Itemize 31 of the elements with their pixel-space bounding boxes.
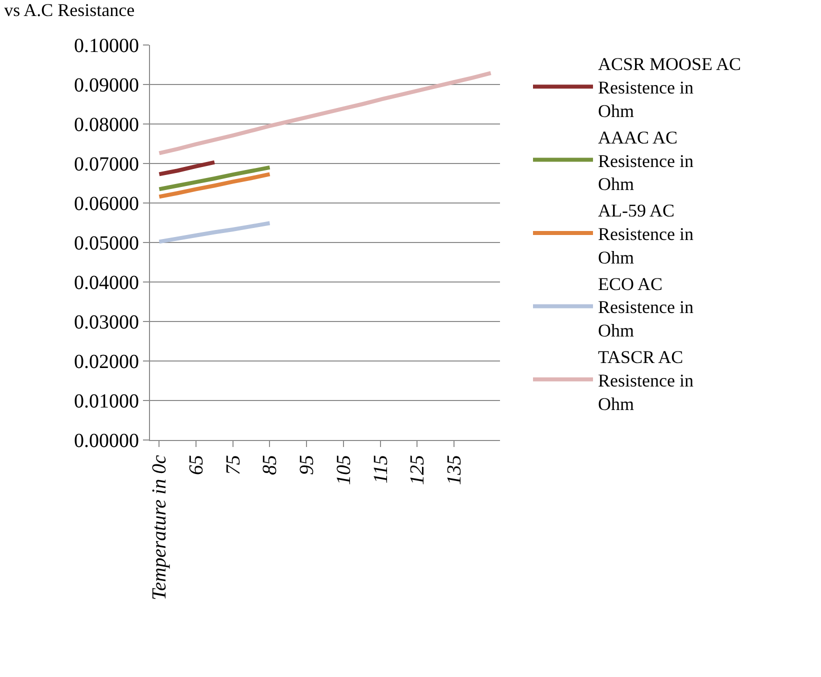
y-tick-label: 0.06000 (74, 193, 139, 215)
y-tick-label: 0.10000 (74, 35, 139, 57)
line-series (157, 221, 272, 244)
x-tick-label: 85 (259, 455, 282, 475)
x-tick-label: 105 (332, 455, 355, 485)
x-tick-label: Temperature in 0c (148, 454, 171, 600)
legend-label: ACSR MOOSE AC Resistence in Ohm (598, 54, 742, 122)
chart-title: vs A.C Resistance (4, 0, 135, 20)
line-series (157, 165, 272, 192)
x-tick-label: 125 (406, 455, 429, 485)
legend-label: TASCR AC Resistence in Ohm (598, 347, 694, 414)
line-series (157, 172, 272, 199)
y-tick-label: 0.08000 (74, 114, 139, 136)
y-tick-label: 0.07000 (74, 154, 139, 176)
legend-label: ECO AC Resistence in Ohm (598, 274, 694, 341)
x-tick-label: 65 (186, 455, 208, 475)
y-tick-label: 0.01000 (74, 390, 139, 412)
y-tick-label: 0.05000 (74, 232, 139, 254)
y-tick-label: 0.02000 (74, 351, 139, 373)
line-series (157, 160, 216, 176)
legend-label: AL-59 AC Resistence in Ohm (598, 200, 694, 268)
x-tick-label: 95 (296, 455, 318, 475)
x-tick-label: 115 (370, 455, 392, 484)
y-tick-label: 0.00000 (74, 430, 139, 452)
legend-label: AAAC AC Resistence in Ohm (598, 127, 694, 194)
line-series (157, 71, 493, 156)
x-tick-label: 135 (443, 455, 466, 485)
y-tick-label: 0.04000 (74, 272, 139, 294)
y-tick-label: 0.03000 (74, 312, 139, 334)
x-tick-label: 75 (222, 455, 244, 475)
y-tick-label: 0.09000 (74, 74, 139, 96)
